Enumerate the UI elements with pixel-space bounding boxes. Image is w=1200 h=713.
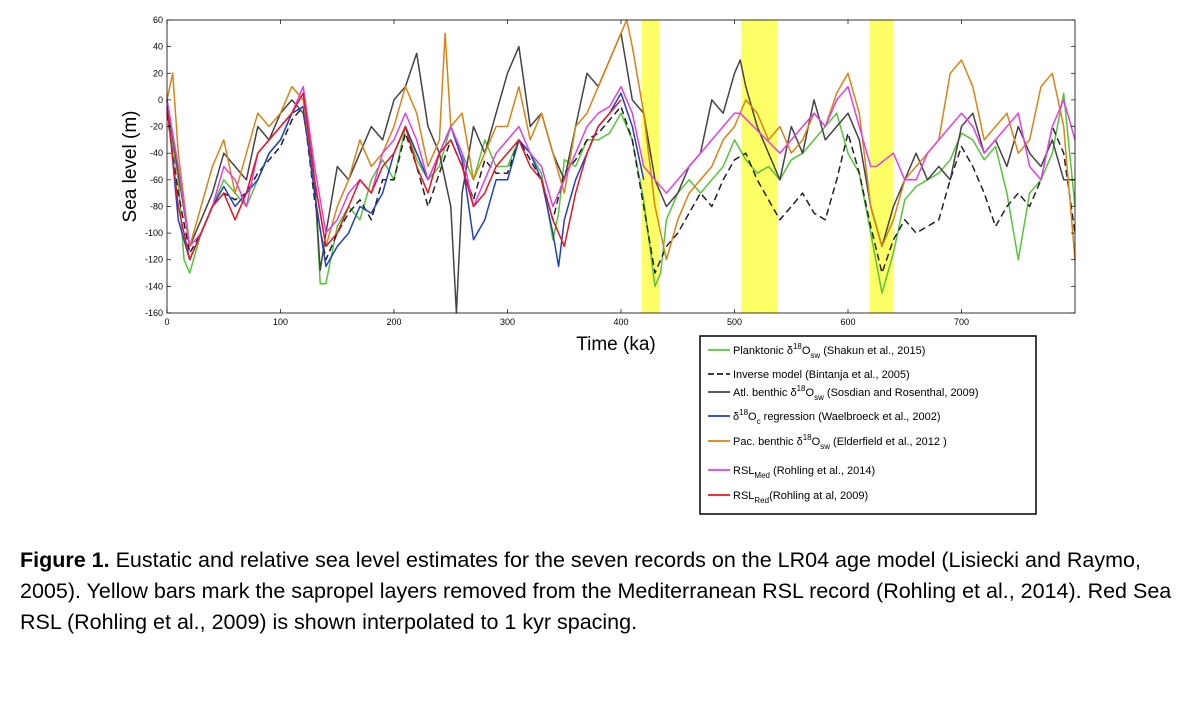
legend-box [699, 335, 1037, 515]
sapropel-bar-3 [869, 20, 894, 313]
legend: Planktonic δ18Osw (Shakun et al., 2015) I… [699, 335, 1037, 515]
sapropel-shaded-regions [641, 20, 894, 313]
caption-text: Eustatic and relative sea level estimate… [20, 548, 1172, 634]
y-tick-label: -100 [145, 228, 163, 238]
x-tick-label: 400 [613, 317, 628, 327]
legend-label-4: δ18Oc regression (Waelbroeck et al., 200… [733, 408, 941, 426]
series-line-4 [166, 92, 645, 268]
series-line-2 [166, 105, 1076, 274]
series-lines [166, 19, 1076, 314]
x-tick-label: 0 [164, 317, 169, 327]
series-line-6 [166, 85, 1076, 248]
y-tick-label: -40 [150, 148, 163, 158]
figure-caption: Figure 1. Eustatic and relative sea leve… [20, 545, 1180, 638]
legend-label-7: RSLRed(Rohling at al, 2009) [733, 490, 868, 505]
legend-label-3: Atl. benthic δ18Osw (Sosdian and Rosenth… [733, 384, 979, 402]
y-tick-label: -20 [150, 122, 163, 132]
y-tick-label: -120 [145, 255, 163, 265]
sea-level-chart: 0 100 200 300 400 500 600 700 6040200-20-40-60-… [120, 15, 1076, 515]
y-tick-label: -80 [150, 201, 163, 211]
y-tick-label: -60 [150, 175, 163, 185]
x-tick-label: 100 [273, 317, 288, 327]
y-tick-label: -140 [145, 281, 163, 291]
y-tick-label: -160 [145, 308, 163, 318]
y-tick-label: 0 [158, 95, 163, 105]
y-tick-label: 60 [153, 15, 163, 25]
x-tick-label: 300 [500, 317, 515, 327]
sapropel-bar-2 [741, 20, 778, 313]
x-tick-label: 500 [727, 317, 742, 327]
y-tick-label: 40 [153, 42, 163, 52]
legend-label-2: Inverse model (Bintanja et al., 2005) [733, 369, 910, 381]
x-axis-ticks: 0 100 200 300 400 500 600 700 [164, 20, 969, 327]
legend-label-6: RSLMed (Rohling et al., 2014) [733, 465, 875, 480]
x-tick-label: 600 [840, 317, 855, 327]
series-line-7 [166, 92, 622, 261]
y-tick-label: 20 [153, 68, 163, 78]
y-axis-ticks: 60 40 20 0 -20 -40 -60 -80 -100 -120 -140 -160 [145, 15, 1075, 318]
series-line-1 [166, 92, 1076, 294]
x-axis-label: Time (ka) [576, 334, 656, 355]
x-tick-label: 700 [954, 317, 969, 327]
y-axis-label: Sea level (m) [120, 111, 141, 223]
caption-label: Figure 1. [20, 548, 110, 572]
legend-label-1: Planktonic δ18Osw (Shakun et al., 2015) [733, 342, 925, 360]
legend-label-5: Pac. benthic δ18Osw (Elderfield et al., … [733, 433, 947, 451]
x-tick-label: 200 [386, 317, 401, 327]
